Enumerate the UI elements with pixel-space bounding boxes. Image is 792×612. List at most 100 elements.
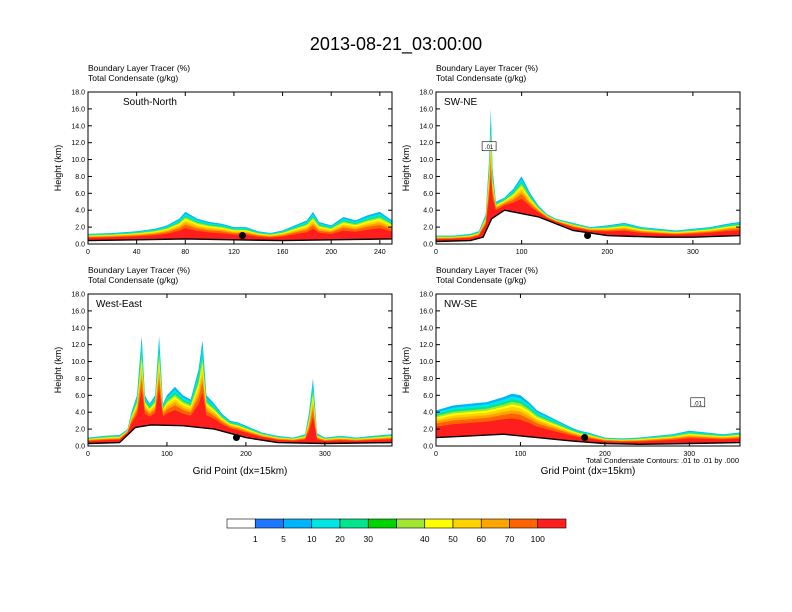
y-tick-label: 8.0 xyxy=(423,174,433,181)
y-tick-label: 6.0 xyxy=(423,191,433,198)
panel-bottom-left: 0.0 2.0 4.0 6.0 8.0 10.0 12.0 14.0 16.0 18.0 0 100 2… xyxy=(53,265,393,477)
y-tick-label: 0.0 xyxy=(75,444,85,451)
terrain-fill xyxy=(436,434,740,446)
plot-area xyxy=(436,108,740,244)
colorbar-swatch xyxy=(396,518,426,529)
panels-group: 0.0 2.0 4.0 6.0 8.0 10.0 12.0 14.0 16.0 18.0 0 40 80… xyxy=(53,63,741,477)
plot-frame xyxy=(87,293,393,447)
x-tick-label: 100 xyxy=(161,451,173,458)
y-tick-label: 10.0 xyxy=(71,359,85,366)
y-tick-label: 2.0 xyxy=(423,225,433,232)
y-tick-label: 14.0 xyxy=(419,325,433,332)
tracer-band-1 xyxy=(436,108,740,244)
colorbar-level-label: 10 xyxy=(307,534,317,544)
colorbar-level-label: 50 xyxy=(448,534,458,544)
contour-label-box xyxy=(481,141,497,152)
header-line-1: Boundary Layer Tracer (%) xyxy=(88,265,190,275)
x-tick-label: 0 xyxy=(86,249,90,256)
y-tick-label: 4.0 xyxy=(423,208,433,215)
location-marker xyxy=(581,434,589,442)
colorbar-swatch xyxy=(537,518,567,529)
x-tick-label: 200 xyxy=(601,249,613,256)
y-tick-label: 2.0 xyxy=(75,427,85,434)
colorbar-level-label: 30 xyxy=(364,534,374,544)
x-tick-label: 80 xyxy=(181,249,189,256)
y-tick-label: 18.0 xyxy=(419,292,433,299)
location-marker xyxy=(232,434,240,442)
y-tick-label: 10.0 xyxy=(419,359,433,366)
x-tick-label: 200 xyxy=(240,451,252,458)
panel-label: West-East xyxy=(96,299,142,310)
y-tick-label: 12.0 xyxy=(419,342,433,349)
x-tick-label: 200 xyxy=(325,249,337,256)
colorbar-level-label: 40 xyxy=(420,534,430,544)
header-line-2: Total Condensate (g/kg) xyxy=(88,275,178,285)
y-tick-label: 16.0 xyxy=(71,106,85,113)
header-line-2: Total Condensate (g/kg) xyxy=(436,73,526,83)
x-tick-label: 0 xyxy=(434,249,438,256)
header-line-1: Boundary Layer Tracer (%) xyxy=(436,63,538,73)
plot-frame xyxy=(87,91,393,245)
y-tick-label: 6.0 xyxy=(423,393,433,400)
y-tick-label: 16.0 xyxy=(419,106,433,113)
header-line-2: Total Condensate (g/kg) xyxy=(436,275,526,285)
y-tick-label: 14.0 xyxy=(419,123,433,130)
y-tick-label: 14.0 xyxy=(71,123,85,130)
x-tick-label: 300 xyxy=(687,249,699,256)
colorbar-swatch xyxy=(424,518,454,529)
y-tick-label: 8.0 xyxy=(75,174,85,181)
x-tick-label: 40 xyxy=(133,249,141,256)
x-tick-label: 100 xyxy=(515,451,527,458)
colorbar-swatch xyxy=(509,518,539,529)
terrain-line xyxy=(436,433,740,446)
terrain-line xyxy=(88,424,392,445)
header-line-2: Total Condensate (g/kg) xyxy=(88,73,178,83)
x-tick-label: 120 xyxy=(228,249,240,256)
plot-area xyxy=(88,211,392,244)
panel-label: South-North xyxy=(123,97,177,108)
panel-label: SW-NE xyxy=(444,97,477,108)
x-tick-label: 240 xyxy=(374,249,386,256)
y-tick-label: 12.0 xyxy=(419,140,433,147)
header-line-1: Boundary Layer Tracer (%) xyxy=(436,265,538,275)
y-tick-label: 18.0 xyxy=(419,90,433,97)
plot-frame xyxy=(435,91,741,245)
x-axis-label: Grid Point (dx=15km) xyxy=(541,466,636,477)
colorbar-level-label: 1 xyxy=(253,534,258,544)
y-tick-label: 12.0 xyxy=(71,140,85,147)
y-axis-label: Height (km) xyxy=(401,145,411,192)
y-tick-label: 10.0 xyxy=(419,157,433,164)
y-tick-label: 6.0 xyxy=(75,393,85,400)
contour-label-box xyxy=(690,397,706,408)
y-tick-label: 4.0 xyxy=(423,410,433,417)
figure-title: 2013-08-21_03:00:00 xyxy=(310,34,482,55)
panel-top-left: 0.0 2.0 4.0 6.0 8.0 10.0 12.0 14.0 16.0 18.0 0 40 80… xyxy=(53,63,393,256)
terrain-fill xyxy=(436,210,740,244)
colorbar-level-label: 5 xyxy=(281,534,286,544)
colorbar: 1 5 10 20 30 40 50 60 70 100 xyxy=(226,518,567,544)
y-tick-label: 16.0 xyxy=(419,308,433,315)
contour-label: .01 xyxy=(485,145,494,151)
y-tick-label: 0.0 xyxy=(75,242,85,249)
y-tick-label: 8.0 xyxy=(75,376,85,383)
x-tick-label: 300 xyxy=(683,451,695,458)
y-tick-label: 16.0 xyxy=(71,308,85,315)
colorbar-level-label: 100 xyxy=(531,534,545,544)
x-axis-label: Grid Point (dx=15km) xyxy=(193,466,288,477)
plot-area xyxy=(88,336,392,446)
y-tick-label: 14.0 xyxy=(71,325,85,332)
x-tick-label: 0 xyxy=(434,451,438,458)
colorbar-swatch xyxy=(452,518,482,529)
y-tick-label: 2.0 xyxy=(75,225,85,232)
x-tick-label: 160 xyxy=(277,249,289,256)
y-tick-label: 6.0 xyxy=(75,191,85,198)
y-axis-label: Height (km) xyxy=(401,347,411,394)
y-tick-label: 4.0 xyxy=(75,410,85,417)
y-axis-label: Height (km) xyxy=(53,145,63,192)
location-marker xyxy=(584,232,592,240)
colorbar-swatch xyxy=(367,518,397,529)
x-tick-label: 300 xyxy=(319,451,331,458)
header-line-1: Boundary Layer Tracer (%) xyxy=(88,63,190,73)
y-axis-label: Height (km) xyxy=(53,347,63,394)
